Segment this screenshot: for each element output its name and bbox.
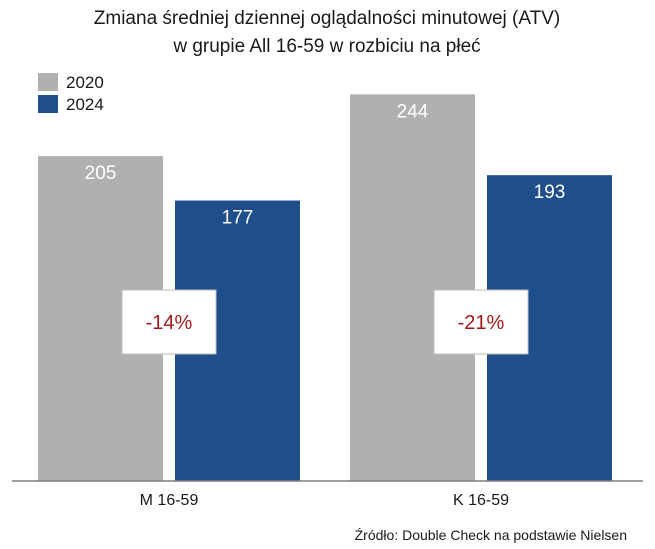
chart-title: Zmiana średniej dziennej oglądalności mi… xyxy=(94,8,560,57)
legend-swatch-2020 xyxy=(38,73,58,91)
bar-value-label-m-16-59-2024: 177 xyxy=(222,208,254,229)
category-label-m-16-59: M 16-59 xyxy=(140,492,199,509)
change-label-k-16-59: -21% xyxy=(458,312,505,334)
legend-label-2024: 2024 xyxy=(66,95,104,114)
bar-value-label-m-16-59-2020: 205 xyxy=(85,163,117,184)
chart-title-line-1: Zmiana średniej dziennej oglądalności mi… xyxy=(94,8,560,29)
change-box-k-16-59 xyxy=(433,289,529,355)
chart-title-line-2: w grupie All 16-59 w rozbiciu na płeć xyxy=(172,36,480,57)
plot-area: 205 177 -14% M 16-59 244 193 -21% K 16-59 xyxy=(12,94,643,509)
bar-value-label-k-16-59-2024: 193 xyxy=(534,182,566,203)
legend-swatch-2024 xyxy=(38,95,58,113)
bar-k-16-59-2020 xyxy=(350,94,475,481)
change-label-m-16-59: -14% xyxy=(146,312,193,334)
legend-label-2020: 2020 xyxy=(66,73,104,92)
source-note: Źródło: Double Check na podstawie Nielse… xyxy=(355,527,627,543)
change-box-m-16-59 xyxy=(121,289,217,355)
bar-value-label-k-16-59-2020: 244 xyxy=(397,101,429,122)
legend: 2020 2024 xyxy=(38,73,104,114)
category-label-k-16-59: K 16-59 xyxy=(453,492,509,509)
